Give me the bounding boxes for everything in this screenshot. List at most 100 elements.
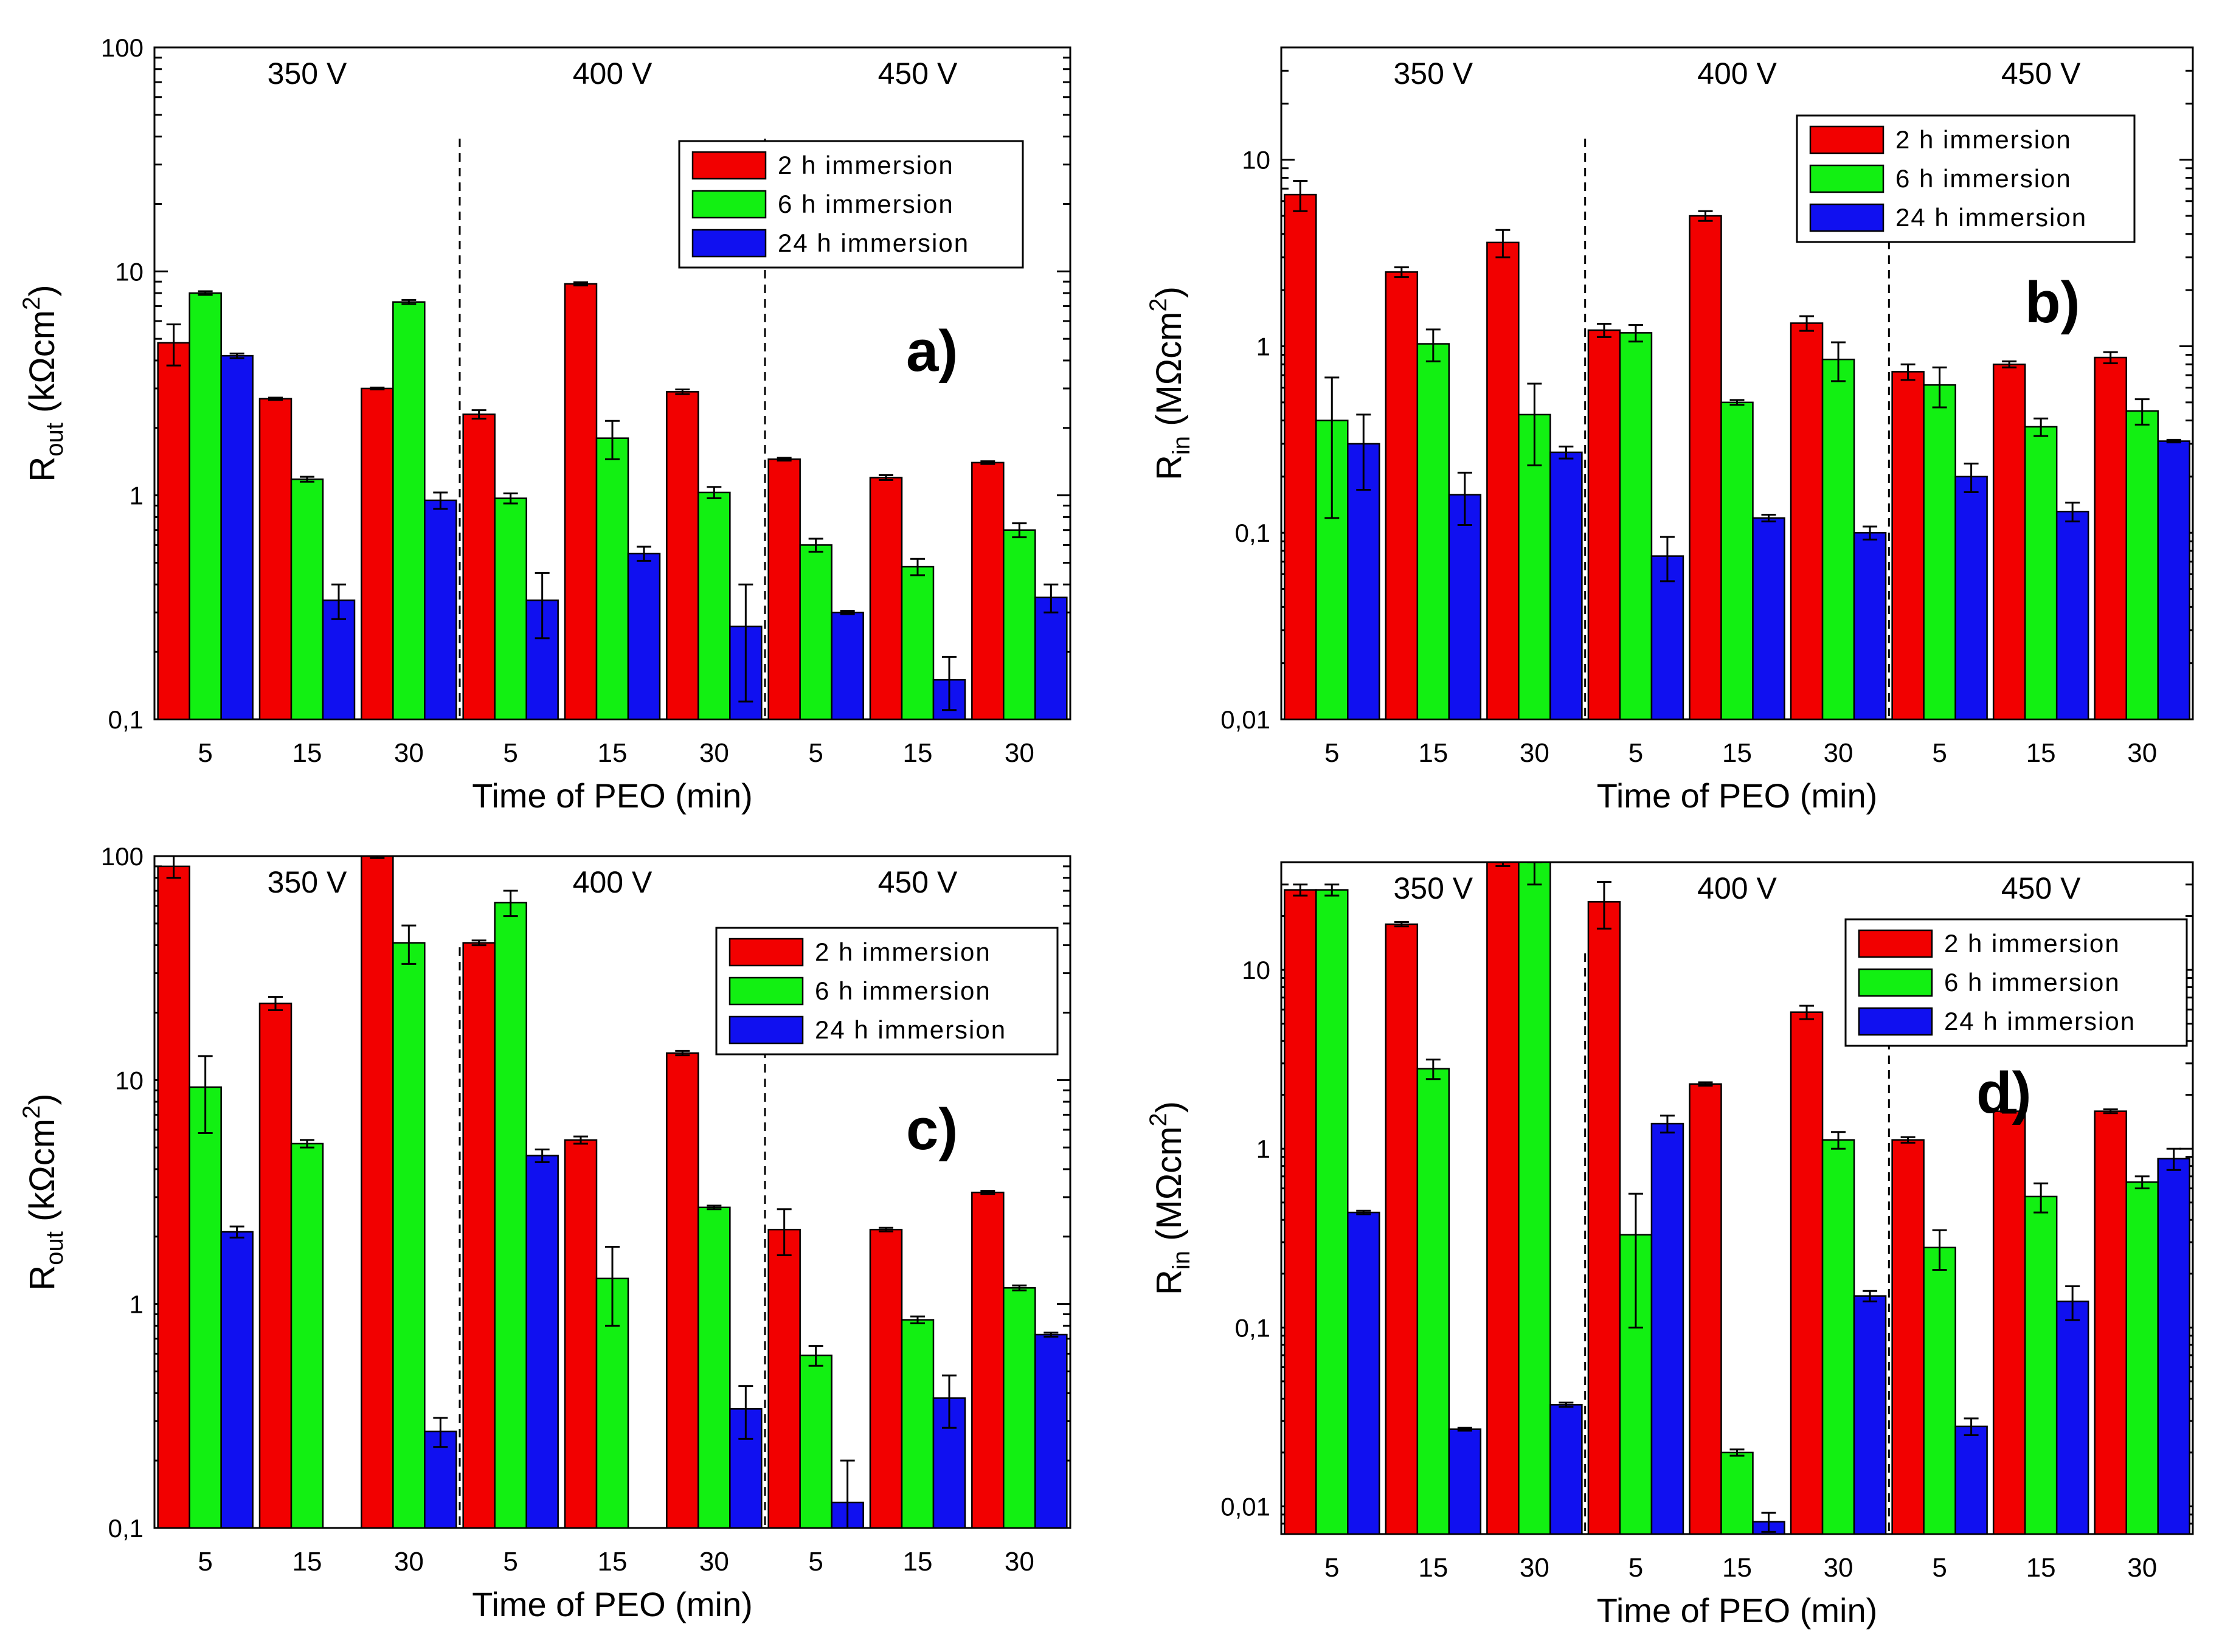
y-tick-label: 1 (130, 1290, 144, 1319)
x-tick-label: 15 (2026, 738, 2056, 768)
legend-swatch (1809, 203, 1885, 232)
x-tick-label: 30 (394, 738, 424, 768)
bar-6-h-immersion (494, 497, 527, 721)
x-tick-label: 15 (292, 738, 322, 768)
voltage-group-label: 400 V (1697, 871, 1777, 905)
bar-2-h-immersion (564, 1139, 598, 1529)
bar-24-h-immersion (627, 553, 661, 721)
bar-6-h-immersion (1416, 343, 1450, 721)
y-axis-label: Rout (kΩcm2) (18, 285, 68, 482)
x-tick-label: 30 (1824, 738, 1853, 768)
bar-2-h-immersion (767, 458, 801, 721)
bar-2-h-immersion (2094, 356, 2127, 721)
legend-label: 24 h immersion (815, 1015, 1006, 1044)
x-tick-label: 30 (2127, 1553, 2157, 1583)
bar-2-h-immersion (869, 477, 903, 721)
bar-2-h-immersion (1790, 1011, 1824, 1535)
voltage-group-label: 350 V (1393, 871, 1473, 905)
bar-2-h-immersion (157, 342, 190, 721)
y-tick-label: 0,01 (1220, 705, 1270, 734)
y-tick-label: 1 (130, 482, 144, 510)
bar-24-h-immersion (1448, 1428, 1482, 1535)
bar-24-h-immersion (2157, 1158, 2190, 1535)
y-axis-label: Rin (MΩcm2) (1145, 1101, 1195, 1295)
bar-6-h-immersion (901, 1319, 935, 1529)
bar-2-h-immersion (2094, 1110, 2127, 1535)
legend-label: 6 h immersion (1944, 968, 2120, 997)
bar-6-h-immersion (189, 292, 222, 721)
bar-24-h-immersion (1853, 531, 1887, 721)
bar-6-h-immersion (697, 1206, 731, 1529)
voltage-group-label: 450 V (2001, 871, 2081, 905)
bar-2-h-immersion (157, 865, 190, 1529)
x-tick-label: 5 (1324, 1553, 1339, 1583)
legend-label: 2 h immersion (1895, 125, 2072, 154)
x-tick-label: 5 (503, 1547, 517, 1577)
legend-label: 24 h immersion (778, 229, 969, 257)
bar-6-h-immersion (1821, 1139, 1855, 1535)
x-tick-label: 5 (808, 1547, 823, 1577)
y-tick-label: 10 (115, 257, 144, 286)
bar-24-h-immersion (1347, 1211, 1380, 1535)
x-tick-label: 5 (198, 1547, 212, 1577)
legend-swatch (1858, 929, 1933, 958)
bar-6-h-immersion (1518, 413, 1551, 721)
voltage-group-label: 350 V (268, 865, 347, 899)
legend-swatch (729, 1015, 804, 1045)
y-tick-label: 0,1 (1235, 1313, 1270, 1342)
x-tick-label: 15 (903, 738, 933, 768)
x-tick-label: 15 (292, 1547, 322, 1577)
bar-2-h-immersion (1284, 889, 1317, 1535)
x-tick-label: 30 (1005, 738, 1034, 768)
bar-2-h-immersion (1385, 923, 1419, 1535)
bar-6-h-immersion (1821, 358, 1855, 721)
bar-2-h-immersion (971, 461, 1005, 721)
panel-label: d) (1976, 1060, 2032, 1125)
bar-2-h-immersion (1992, 363, 2026, 721)
y-tick-label: 0,1 (108, 705, 144, 734)
bar-24-h-immersion (1752, 517, 1785, 721)
legend-swatch (729, 938, 804, 967)
chart-panel-a: 0,1 1 10 100 350 V 400 V 450 V 5 15 30 5 15 30 5 15 30 T… (18, 33, 1071, 815)
legend-label: 24 h immersion (1944, 1007, 2136, 1035)
y-tick-label: 10 (1242, 956, 1270, 984)
bar-2-h-immersion (1689, 1083, 1722, 1535)
x-tick-label: 15 (598, 1547, 628, 1577)
bar-6-h-immersion (2024, 426, 2058, 721)
bar-2-h-immersion (1486, 241, 1520, 721)
y-tick-label: 0,1 (108, 1514, 144, 1543)
bar-6-h-immersion (290, 1142, 324, 1529)
bar-6-h-immersion (2024, 1195, 2058, 1535)
legend-swatch (1858, 1007, 1933, 1036)
x-tick-label: 5 (198, 738, 212, 768)
chart-panel-b: 0,01 0,1 1 10 350 V 400 V 450 V 5 15 30 5 15 30 5 15 30… (1145, 46, 2194, 815)
bar-6-h-immersion (1003, 1287, 1036, 1529)
voltage-group-label: 400 V (573, 57, 652, 91)
bar-6-h-immersion (697, 491, 731, 721)
bar-24-h-immersion (220, 354, 254, 721)
x-tick-label: 15 (1722, 738, 1752, 768)
x-tick-label: 15 (1418, 738, 1448, 768)
legend-swatch (1858, 968, 1933, 997)
x-tick-label: 30 (699, 1547, 729, 1577)
bar-6-h-immersion (799, 1354, 832, 1529)
panel-label: b) (2025, 270, 2080, 335)
bar-6-h-immersion (392, 301, 426, 721)
bar-24-h-immersion (1954, 1425, 1988, 1535)
x-tick-label: 30 (1824, 1553, 1853, 1583)
legend-label: 2 h immersion (778, 151, 954, 179)
x-axis-label: Time of PEO (min) (472, 776, 753, 815)
x-tick-label: 5 (808, 738, 823, 768)
bar-6-h-immersion (1923, 384, 1956, 721)
y-tick-label: 0,01 (1220, 1492, 1270, 1521)
bar-2-h-immersion (971, 1191, 1005, 1529)
x-tick-label: 30 (2127, 738, 2157, 768)
legend-label: 24 h immersion (1895, 203, 2087, 232)
x-tick-label: 15 (1418, 1553, 1448, 1583)
panel-label: c) (906, 1097, 958, 1162)
x-tick-label: 5 (503, 738, 517, 768)
bar-2-h-immersion (258, 398, 292, 721)
chart-panel-d: 0,01 0,1 1 10 350 V 400 V 450 V 5 15 30 5 15 30 5 15 30… (1145, 861, 2194, 1630)
voltage-group-label: 450 V (878, 57, 958, 91)
